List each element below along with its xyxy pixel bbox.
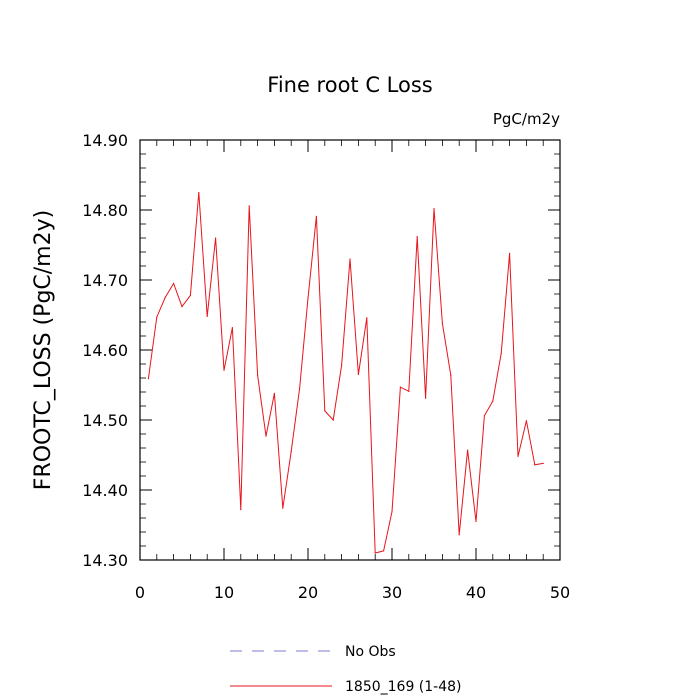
data-point xyxy=(223,369,225,371)
y-tick-label: 14.60 xyxy=(82,341,128,360)
data-point xyxy=(458,534,460,536)
data-point xyxy=(441,322,443,324)
data-point xyxy=(332,419,334,421)
y-tick-label: 14.80 xyxy=(82,201,128,220)
data-point xyxy=(307,297,309,299)
data-point xyxy=(299,387,301,390)
data-point xyxy=(147,378,149,380)
x-tick-label: 0 xyxy=(135,583,145,602)
data-point xyxy=(240,509,242,511)
data-point xyxy=(357,373,359,376)
data-point xyxy=(391,511,393,513)
x-tick-label: 50 xyxy=(550,583,570,602)
data-point xyxy=(408,390,410,392)
data-point xyxy=(156,316,158,318)
data-point xyxy=(164,296,166,299)
data-point xyxy=(416,236,418,238)
data-point xyxy=(189,294,191,296)
data-point xyxy=(500,352,502,355)
data-point xyxy=(475,520,477,523)
units-label: PgC/m2y xyxy=(493,110,560,128)
data-point xyxy=(265,435,267,437)
data-point xyxy=(383,550,385,552)
data-point xyxy=(215,237,217,239)
y-tick-label: 14.90 xyxy=(82,131,128,150)
x-tick-label: 30 xyxy=(382,583,402,602)
y-tick-label: 14.50 xyxy=(82,411,128,430)
legend: No Obs 1850_169 (1-48) xyxy=(230,644,462,695)
legend-label: 1850_169 (1-48) xyxy=(345,679,462,695)
y-axis-label: FROOTC_LOSS (PgC/m2y) xyxy=(31,210,56,490)
data-point xyxy=(509,252,511,254)
data-point xyxy=(374,552,376,554)
data-point xyxy=(450,374,452,376)
data-point xyxy=(248,205,250,207)
series-line xyxy=(147,192,544,554)
plot-frame xyxy=(139,139,561,561)
data-point xyxy=(525,420,528,422)
data-point xyxy=(517,455,519,457)
data-point xyxy=(198,191,200,194)
data-point xyxy=(181,306,183,308)
series-lines xyxy=(147,191,544,554)
data-point xyxy=(492,400,494,402)
data-point xyxy=(290,450,292,453)
data-point xyxy=(534,464,536,466)
data-point xyxy=(341,364,343,366)
data-point xyxy=(542,462,544,464)
legend-label: No Obs xyxy=(345,644,396,660)
data-point xyxy=(282,507,284,509)
data-point xyxy=(425,397,427,399)
data-point xyxy=(324,410,326,412)
data-point xyxy=(366,317,368,319)
y-tick-label: 14.30 xyxy=(82,551,128,570)
data-point xyxy=(467,449,469,451)
x-tick-label: 10 xyxy=(214,583,234,602)
data-point xyxy=(173,282,175,285)
data-point xyxy=(206,315,208,317)
data-point xyxy=(349,258,351,260)
x-tick-label: 40 xyxy=(466,583,486,602)
chart-title: Fine root C Loss xyxy=(267,73,432,97)
data-point xyxy=(273,392,275,394)
axes: 0 10 20 30 40 50 14.30 14.40 14.50 14.60 14.70 14.8… xyxy=(82,131,570,602)
y-tick-label: 14.70 xyxy=(82,271,128,290)
data-point xyxy=(315,215,317,217)
x-tick-label: 20 xyxy=(298,583,318,602)
data-point xyxy=(483,415,485,417)
y-tick-label: 14.40 xyxy=(82,481,128,500)
data-point xyxy=(399,386,401,388)
data-point xyxy=(257,374,259,376)
data-point xyxy=(433,208,435,210)
data-point xyxy=(231,327,233,329)
